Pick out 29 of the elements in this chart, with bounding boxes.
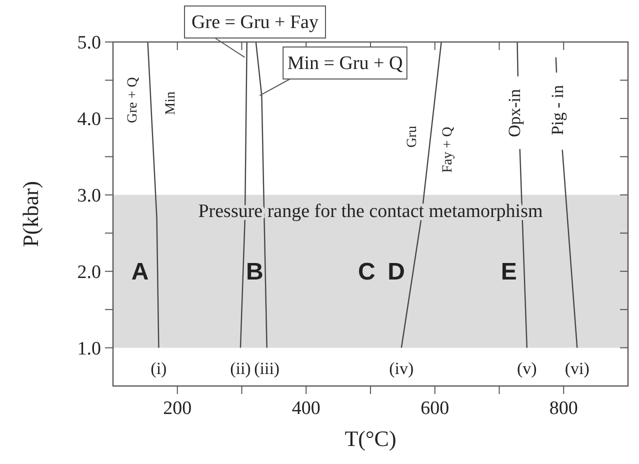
x-tick-label: 200 (163, 398, 192, 419)
annotation: Pig - in (548, 84, 568, 136)
annotation: Fay + Q (440, 126, 456, 173)
annotation: Gre = Gru + Fay (192, 12, 319, 33)
annotation: B (246, 258, 264, 286)
y-tick-label: 4.0 (77, 109, 101, 130)
x-axis-title: T(°C) (344, 426, 396, 451)
series-label: (iii) (254, 358, 280, 378)
series-label: (v) (517, 358, 537, 378)
series-label: (iv) (389, 358, 414, 378)
annotation: Min (164, 91, 179, 115)
series-label: (ii) (230, 358, 251, 378)
y-axis-title: P(kbar) (18, 181, 43, 247)
annotation: Opx-in (505, 88, 524, 138)
annotation: Gre + Q (126, 77, 141, 124)
x-tick-label: 400 (292, 398, 320, 419)
annotation: D (388, 258, 405, 286)
annotation: E (500, 258, 517, 286)
y-tick-label: 5.0 (77, 32, 101, 54)
series-label: (vi) (564, 358, 590, 378)
x-tick-label: 800 (549, 398, 578, 419)
annotation: C (358, 258, 376, 286)
annotation: A (131, 258, 149, 286)
y-tick-label: 3.0 (77, 186, 101, 207)
annotation: Gru (404, 126, 420, 148)
series-label: (i) (150, 358, 167, 378)
y-tick-label: 2.0 (77, 262, 101, 283)
x-tick-label: 600 (420, 398, 450, 419)
y-tick-label: 1.0 (77, 338, 101, 360)
